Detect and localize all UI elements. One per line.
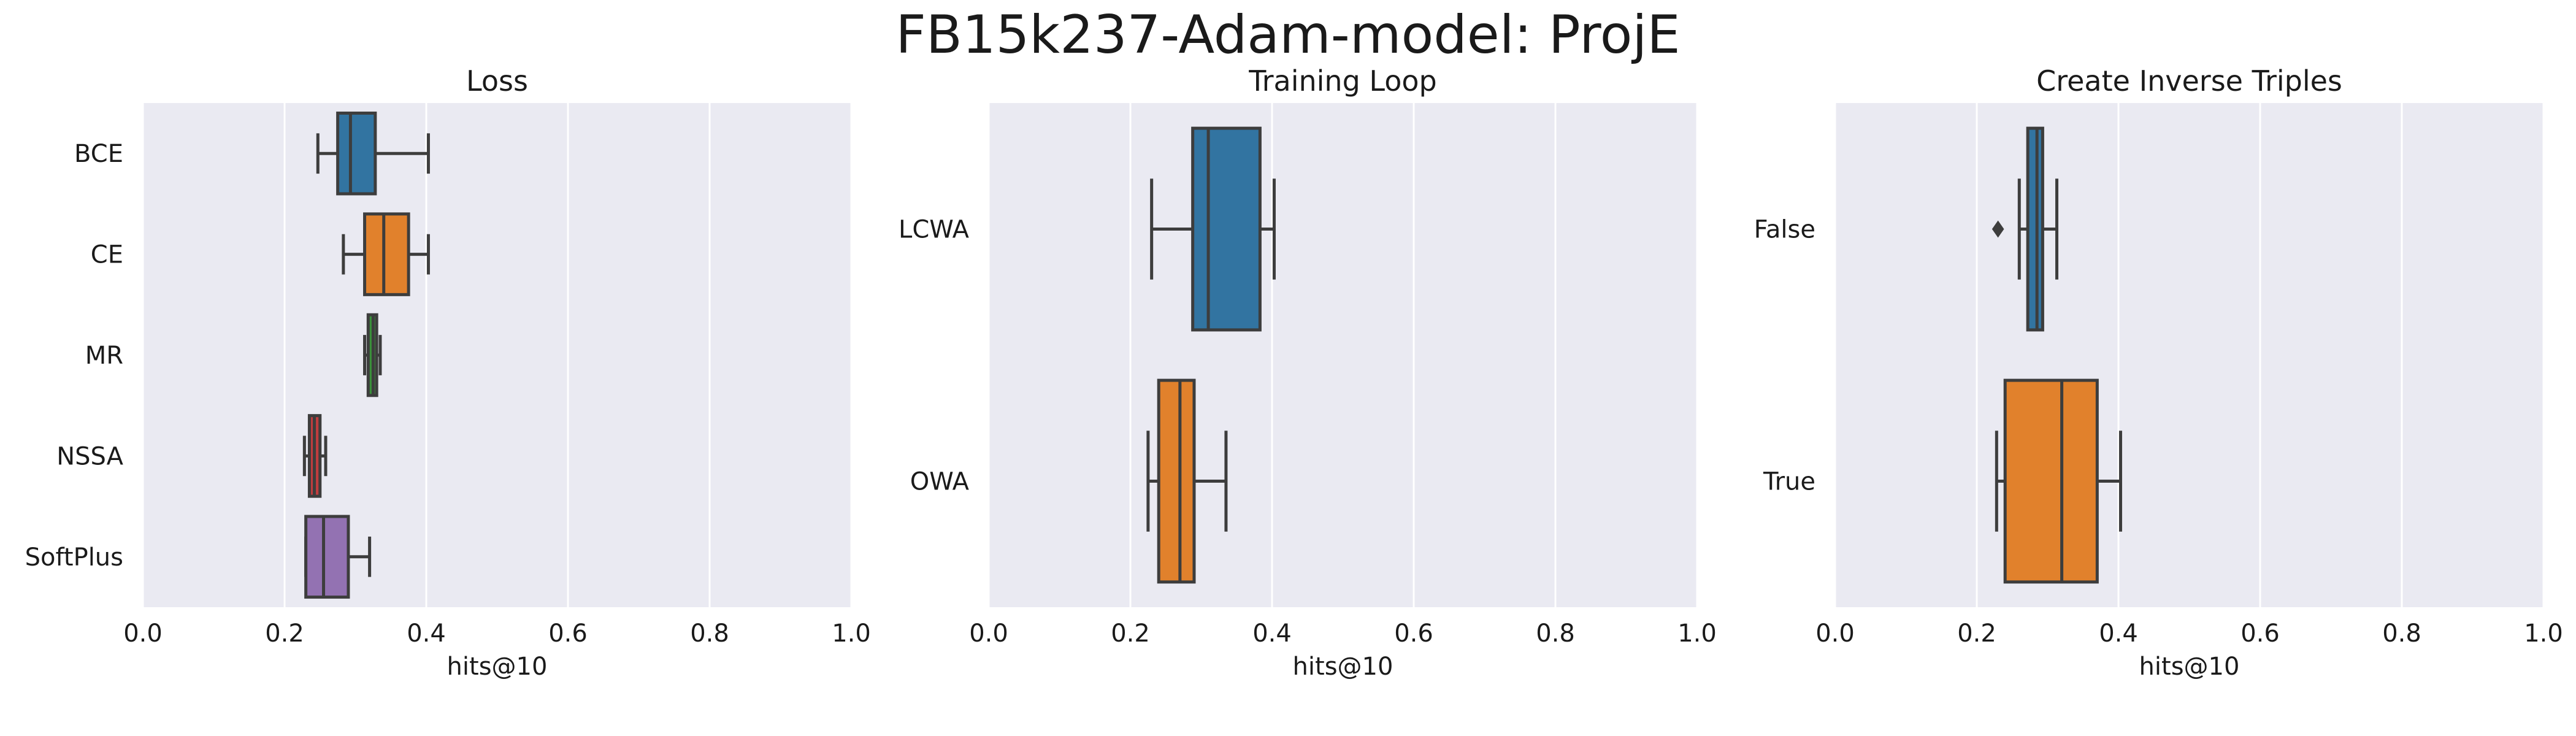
panel-training-loop-xtick-label: 0.8 <box>1536 619 1575 648</box>
panel-training-loop: 0.0 0.2 0.4 0.6 0.8 1.0 Training Loop hits@10 LC… <box>899 64 1717 681</box>
panel-create-inverse-triples-category-label: False <box>1754 216 1815 244</box>
panel-loss-xtick-label: 0.6 <box>548 619 588 648</box>
panel-create-inverse-triples-xtick-label: 0.6 <box>2241 619 2280 648</box>
panel-loss-xlabel: hits@10 <box>447 653 548 681</box>
panel-loss-xtick-label: 0.2 <box>265 619 304 648</box>
panel-training-loop-box-owa-body <box>1157 378 1196 584</box>
panel-training-loop-box-owa: OWA <box>910 378 1228 584</box>
panel-loss-box-ce-body <box>363 212 410 296</box>
panel-loss-box-softplus-body <box>304 515 350 599</box>
panel-loss-box-bce: BCE <box>74 111 430 196</box>
panel-loss-category-label: MR <box>85 342 123 370</box>
panel-create-inverse-triples-box-false-body <box>2026 126 2044 332</box>
panel-training-loop-xtick-label: 0.0 <box>969 619 1008 648</box>
panel-loss-xtick-label: 0.4 <box>407 619 446 648</box>
panel-create-inverse-triples-xtick-label: 0.4 <box>2099 619 2138 648</box>
panel-create-inverse-triples-xtick-label: 0.2 <box>1957 619 1996 648</box>
panel-training-loop-category-label: OWA <box>910 468 970 496</box>
panel-training-loop-box-lcwa: LCWA <box>899 126 1276 332</box>
panel-loss-category-label: BCE <box>74 140 123 168</box>
panel-training-loop-plot-area <box>989 103 1697 607</box>
panel-training-loop-xlabel: hits@10 <box>1293 653 1393 681</box>
panel-loss-box-softplus: SoftPlus <box>25 515 372 599</box>
panel-create-inverse-triples-box-true: True <box>1763 378 2122 584</box>
panel-create-inverse-triples-xtick-label: 0.8 <box>2382 619 2421 648</box>
panel-training-loop-xtick-label: 0.2 <box>1111 619 1150 648</box>
panel-training-loop-box-lcwa-body <box>1191 126 1262 332</box>
panel-training-loop-category-label: LCWA <box>899 216 970 244</box>
panels: 0.0 0.2 0.4 0.6 0.8 1.0 Loss hits@10 BCE CE MR NSSA… <box>25 64 2563 681</box>
panel-create-inverse-triples-box-true-body <box>2003 378 2099 584</box>
figure-title: FB15k237-Adam-model: ProjE <box>895 4 1680 66</box>
panel-create-inverse-triples-box-false-outlier <box>1991 220 2004 238</box>
panel-loss-xtick-label: 0.0 <box>123 619 163 648</box>
panel-create-inverse-triples-plot-area <box>1835 103 2543 607</box>
panel-create-inverse-triples-category-label: True <box>1763 468 1815 496</box>
panel-create-inverse-triples-xlabel: hits@10 <box>2139 653 2240 681</box>
panel-create-inverse-triples-xtick-label: 1.0 <box>2524 619 2563 648</box>
panel-training-loop-xtick-label: 0.6 <box>1394 619 1433 648</box>
panel-loss: 0.0 0.2 0.4 0.6 0.8 1.0 Loss hits@10 BCE CE MR NSSA… <box>25 64 871 681</box>
panel-loss-box-nssa: NSSA <box>56 414 328 498</box>
panel-loss-title: Loss <box>466 64 528 98</box>
panel-training-loop-xtick-label: 0.4 <box>1252 619 1292 648</box>
panel-loss-category-label: NSSA <box>56 442 123 470</box>
panel-create-inverse-triples-xtick-label: 0.0 <box>1815 619 1855 648</box>
panel-loss-xtick-label: 1.0 <box>832 619 871 648</box>
panel-loss-plot-area <box>143 103 851 607</box>
panel-loss-box-bce-body <box>336 111 377 196</box>
panel-loss-category-label: SoftPlus <box>25 543 123 572</box>
panel-loss-box-mr: MR <box>85 313 382 397</box>
panel-loss-xtick-label: 0.8 <box>690 619 729 648</box>
panel-create-inverse-triples-box-false: False <box>1754 126 2059 332</box>
panel-create-inverse-triples: 0.0 0.2 0.4 0.6 0.8 1.0 Create Inverse Triples… <box>1754 64 2563 681</box>
panel-loss-box-ce: CE <box>91 212 430 296</box>
panel-training-loop-xtick-label: 1.0 <box>1677 619 1717 648</box>
panel-loss-category-label: CE <box>91 241 123 269</box>
panel-training-loop-title: Training Loop <box>1248 64 1436 98</box>
panel-create-inverse-triples-title: Create Inverse Triples <box>2036 64 2342 98</box>
